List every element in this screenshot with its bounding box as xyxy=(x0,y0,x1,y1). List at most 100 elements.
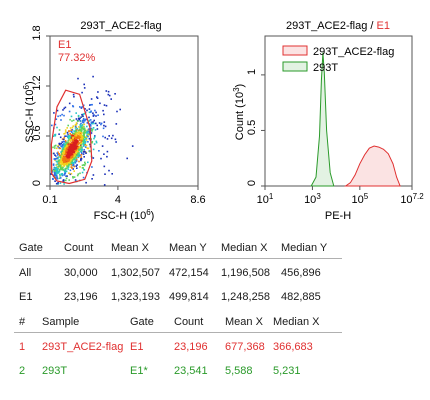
gate-outline[interactable] xyxy=(50,89,93,185)
scatter-dot xyxy=(59,173,61,176)
scatter-dot xyxy=(60,142,62,145)
scatter-dot xyxy=(63,153,66,156)
scatter-dot xyxy=(57,183,59,185)
scatter-dot xyxy=(55,144,57,147)
scatter-dot xyxy=(89,144,92,146)
scatter-dot xyxy=(83,128,86,131)
scatter-dot xyxy=(102,135,104,138)
scatter-dot xyxy=(78,146,81,148)
scatter-dot xyxy=(51,124,53,127)
scatter-dot xyxy=(97,114,99,116)
scatter-dot xyxy=(63,151,65,153)
scatter-dot xyxy=(72,158,74,161)
scatter-dot xyxy=(76,144,79,146)
scatter-dot xyxy=(70,134,72,136)
scatter-dot xyxy=(54,147,56,149)
scatter-dot xyxy=(55,170,58,172)
scatter-dot xyxy=(81,138,84,140)
scatter-dot xyxy=(67,142,69,145)
scatter-dot xyxy=(61,141,63,143)
scatter-dot xyxy=(67,142,69,144)
scatter-dot xyxy=(71,164,74,167)
scatter-dot xyxy=(61,162,63,164)
scatter-dot xyxy=(60,154,62,157)
scatter-dot xyxy=(96,128,99,130)
scatter-dot xyxy=(59,160,62,163)
scatter-dot xyxy=(71,133,74,136)
scatter-dot xyxy=(55,167,58,169)
table2-cell: 2 xyxy=(19,365,26,377)
scatter-dot xyxy=(91,166,93,168)
scatter-dot xyxy=(68,162,70,164)
scatter-dot xyxy=(91,122,94,125)
scatter-dot xyxy=(73,141,75,144)
scatter-dot xyxy=(108,135,110,137)
scatter-dot xyxy=(71,139,74,141)
scatter-dot xyxy=(83,145,85,147)
scatter-dot xyxy=(114,138,117,141)
scatter-dot xyxy=(83,83,85,86)
scatter-dot xyxy=(56,178,59,180)
scatter-dot xyxy=(79,120,82,122)
scatter-dot xyxy=(55,173,58,176)
table2-cell: 23,541 xyxy=(174,365,208,377)
scatter-dot xyxy=(87,141,89,143)
scatter-dot xyxy=(75,152,78,155)
scatter-dot xyxy=(79,135,81,138)
scatter-dot xyxy=(103,184,106,186)
scatter-dot xyxy=(74,179,77,181)
scatter-dot xyxy=(75,165,77,167)
scatter-dot xyxy=(63,169,65,172)
scatter-dot xyxy=(79,148,82,151)
scatter-dot xyxy=(78,138,81,140)
scatter-dot xyxy=(53,112,55,114)
scatter-dot xyxy=(71,148,73,151)
scatter-dot xyxy=(82,117,85,120)
scatter-dot xyxy=(79,117,81,120)
scatter-dot xyxy=(79,172,81,175)
scatter-dot xyxy=(83,151,85,153)
scatter-dot xyxy=(67,144,69,146)
scatter-dot xyxy=(76,154,79,156)
scatter-dot xyxy=(62,147,64,149)
table1-cell: 1,248,258 xyxy=(221,291,270,303)
scatter-dot xyxy=(80,138,82,140)
scatter-dot xyxy=(69,137,72,139)
scatter-dot xyxy=(91,141,93,144)
scatter-dot xyxy=(68,143,70,146)
scatter-dot xyxy=(85,152,87,154)
scatter-dot xyxy=(80,136,83,138)
scatter-dot xyxy=(53,166,56,169)
scatter-dot xyxy=(74,144,76,146)
scatter-dot xyxy=(85,144,88,147)
scatter-dot xyxy=(89,123,92,126)
scatter-dot xyxy=(80,154,83,156)
scatter-dot xyxy=(64,106,67,109)
scatter-dot xyxy=(56,163,59,165)
scatter-dot xyxy=(61,152,63,154)
scatter-dot xyxy=(83,130,86,132)
scatter-dot xyxy=(94,129,97,131)
scatter-dot xyxy=(82,128,85,130)
scatter-dot xyxy=(76,127,79,130)
scatter-dot xyxy=(80,143,82,146)
histogram-ytick-label: 0.5 xyxy=(246,120,258,135)
scatter-dot xyxy=(82,104,85,107)
scatter-dot xyxy=(54,158,57,160)
scatter-dot xyxy=(86,130,88,133)
scatter-dot xyxy=(87,128,90,131)
scatter-dot xyxy=(80,150,83,153)
scatter-dot xyxy=(74,154,77,156)
scatter-dot xyxy=(78,153,80,155)
scatter-dot xyxy=(54,169,56,172)
scatter-dot xyxy=(75,145,78,147)
scatter-dot xyxy=(96,97,99,99)
scatter-dot xyxy=(104,125,107,128)
scatter-dot xyxy=(58,147,60,149)
scatter-dot xyxy=(94,135,96,137)
scatter-dot xyxy=(76,174,79,177)
scatter-dot xyxy=(72,147,75,150)
scatter-dot xyxy=(60,119,62,121)
scatter-dot xyxy=(77,114,80,117)
table1-header-cell: Mean X xyxy=(111,242,149,254)
